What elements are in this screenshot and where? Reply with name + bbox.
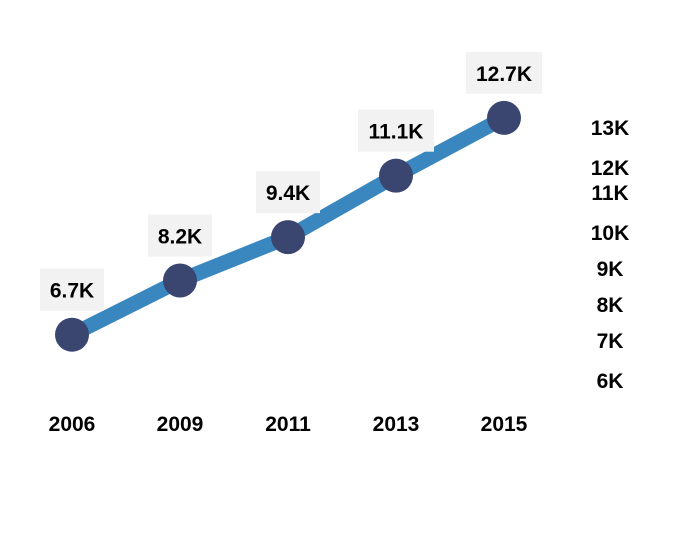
x-tick-label: 2013 (373, 413, 420, 436)
y-tick-label: 9K (597, 258, 624, 281)
data-label-box (148, 214, 212, 257)
data-point-marker (379, 158, 413, 193)
y-tick-label: 8K (597, 294, 624, 317)
y-tick-label: 6K (597, 370, 624, 393)
x-tick-label: 2015 (481, 413, 528, 436)
x-tick-label: 2006 (49, 413, 96, 436)
series-layer (55, 100, 521, 352)
data-label: 8.2K (158, 225, 202, 248)
data-label-box (358, 109, 434, 152)
y-tick-label: 13K (591, 117, 630, 140)
data-label-box (40, 268, 104, 311)
data-label-box (256, 171, 320, 214)
data-label: 11.1K (369, 121, 424, 144)
data-point-marker (163, 263, 197, 298)
y-tick-label: 11K (591, 182, 628, 205)
data-label: 12.7K (476, 63, 532, 86)
y-tick-label: 12K (591, 157, 630, 180)
x-axis: 2006 2009 2011 2013 2015 (49, 413, 528, 436)
data-point-marker (271, 220, 305, 255)
data-label: 6.7K (50, 280, 94, 303)
x-tick-label: 2009 (157, 413, 204, 436)
y-tick-label: 7K (597, 330, 624, 353)
data-point-marker (55, 317, 89, 352)
data-point-marker (487, 100, 521, 135)
data-label: 9.4K (266, 182, 310, 205)
data-label-layer: 6.7K 8.2K 9.4K 11.1K 12.7K (40, 51, 542, 311)
y-tick-label: 10K (591, 222, 630, 245)
data-label-box (466, 51, 542, 94)
x-tick-label: 2011 (265, 413, 311, 436)
